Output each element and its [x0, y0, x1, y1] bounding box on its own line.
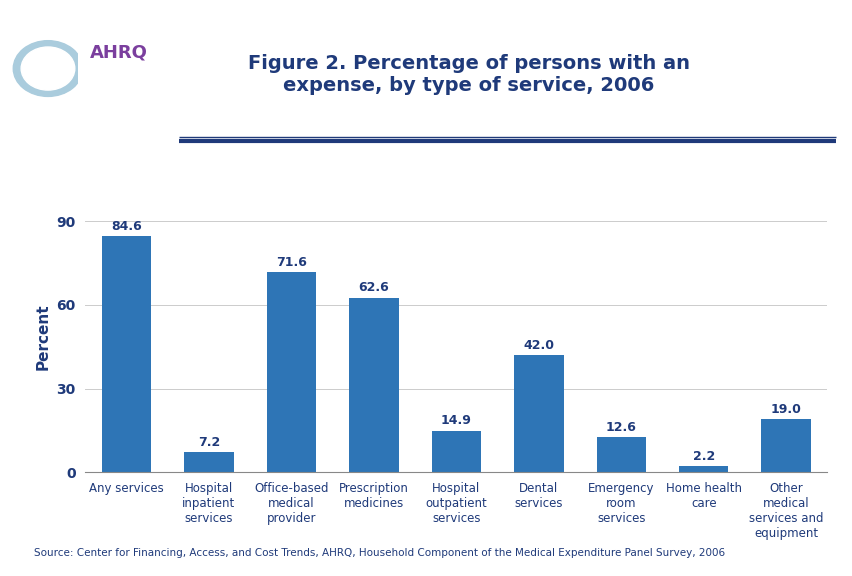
Bar	[678, 466, 728, 472]
Y-axis label: Percent: Percent	[36, 304, 51, 370]
Text: 71.6: 71.6	[276, 256, 307, 269]
Text: AHRQ: AHRQ	[90, 43, 147, 61]
Text: Source: Center for Financing, Access, and Cost Trends, AHRQ, Household Component: Source: Center for Financing, Access, an…	[34, 548, 724, 558]
Text: 2.2: 2.2	[692, 450, 714, 463]
Bar	[184, 452, 233, 472]
Bar	[761, 419, 810, 472]
Text: 19.0: 19.0	[770, 403, 801, 416]
Bar	[431, 431, 481, 472]
Text: 12.6: 12.6	[605, 421, 636, 434]
Bar	[101, 236, 151, 472]
Circle shape	[21, 47, 75, 90]
Circle shape	[14, 41, 83, 96]
Bar	[267, 272, 316, 472]
Text: 42.0: 42.0	[522, 339, 554, 352]
Bar	[348, 298, 398, 472]
Text: 84.6: 84.6	[111, 220, 141, 233]
Text: Advancing
Excellence in
Health Care: Advancing Excellence in Health Care	[95, 90, 142, 110]
Text: Figure 2. Percentage of persons with an
expense, by type of service, 2006: Figure 2. Percentage of persons with an …	[248, 54, 689, 96]
Bar	[514, 355, 563, 472]
Bar	[596, 437, 645, 472]
Text: 14.9: 14.9	[440, 414, 471, 427]
Bar	[78, 37, 160, 94]
Text: 7.2: 7.2	[198, 436, 220, 449]
Text: 62.6: 62.6	[358, 281, 389, 294]
